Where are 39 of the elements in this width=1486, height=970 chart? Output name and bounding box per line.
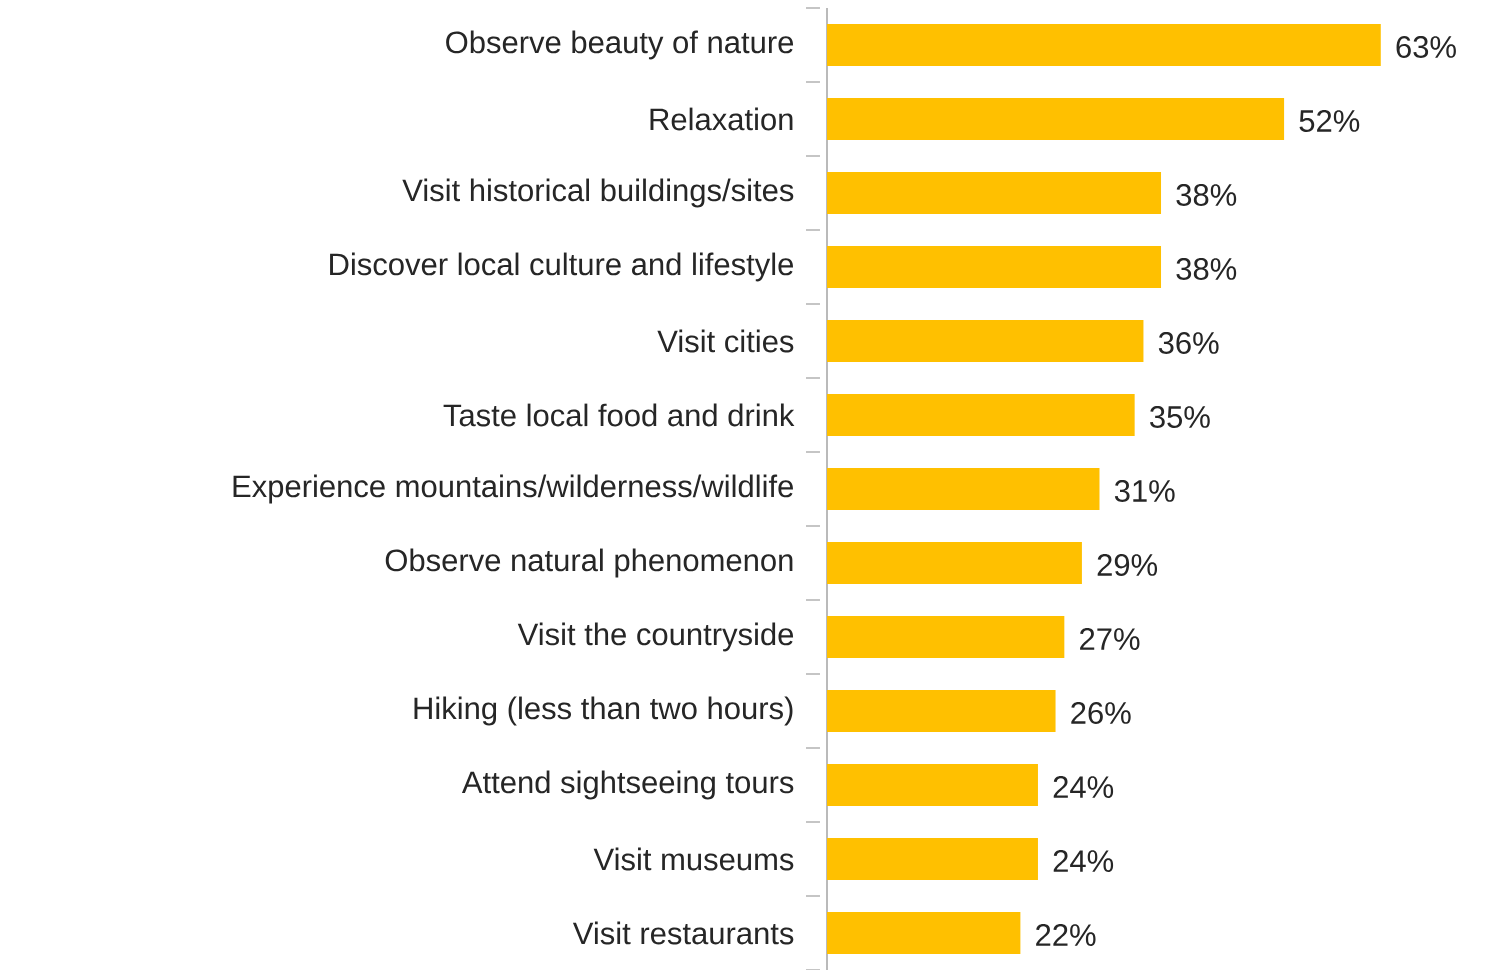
data-label: 31% [1114, 480, 1175, 502]
data-label: 52% [1299, 110, 1360, 132]
y-tick-label: Experience mountains/wilderness/wildlife [233, 474, 793, 504]
data-label: 24% [1053, 850, 1114, 872]
y-tick-label: Relaxation [650, 107, 793, 131]
y-tick-label: Visit restaurants [572, 921, 794, 945]
y-tick-label: Attend sightseeing tours [461, 770, 794, 800]
y-tick-label: Observe beauty of nature [446, 30, 794, 60]
data-label: 63% [1396, 36, 1456, 58]
y-tick-label: Visit cities [657, 329, 794, 353]
y-tick-label: Hiking (less than two hours) [414, 696, 793, 726]
bar [827, 320, 1144, 363]
bar [827, 838, 1038, 881]
data-label: 27% [1080, 628, 1140, 650]
y-tick-label: Discover local culture and lifestyle [330, 252, 794, 282]
bar [827, 394, 1135, 437]
data-label: 36% [1158, 332, 1219, 354]
data-label: 26% [1071, 702, 1131, 724]
data-label: 38% [1176, 184, 1237, 206]
bar [827, 690, 1056, 733]
data-label: 38% [1176, 258, 1237, 280]
bar [827, 912, 1021, 955]
y-tick-label: Visit the countryside [517, 622, 794, 652]
bar [827, 98, 1285, 141]
y-tick-label: Taste local food and drink [443, 403, 795, 427]
bar [827, 24, 1381, 66]
data-label: 22% [1036, 924, 1096, 946]
bar [827, 172, 1162, 215]
data-label: 29% [1097, 554, 1158, 576]
bar [827, 468, 1100, 511]
bar [827, 246, 1162, 289]
y-tick-label: Visit historical buildings/sites [402, 178, 794, 208]
bar [827, 616, 1065, 659]
data-label: 24% [1053, 776, 1114, 798]
bar [827, 542, 1082, 585]
bar [827, 764, 1038, 807]
y-tick-label: Visit museums [593, 847, 794, 871]
data-label: 35% [1150, 406, 1210, 428]
y-tick-label: Observe natural phenomenon [385, 548, 793, 578]
